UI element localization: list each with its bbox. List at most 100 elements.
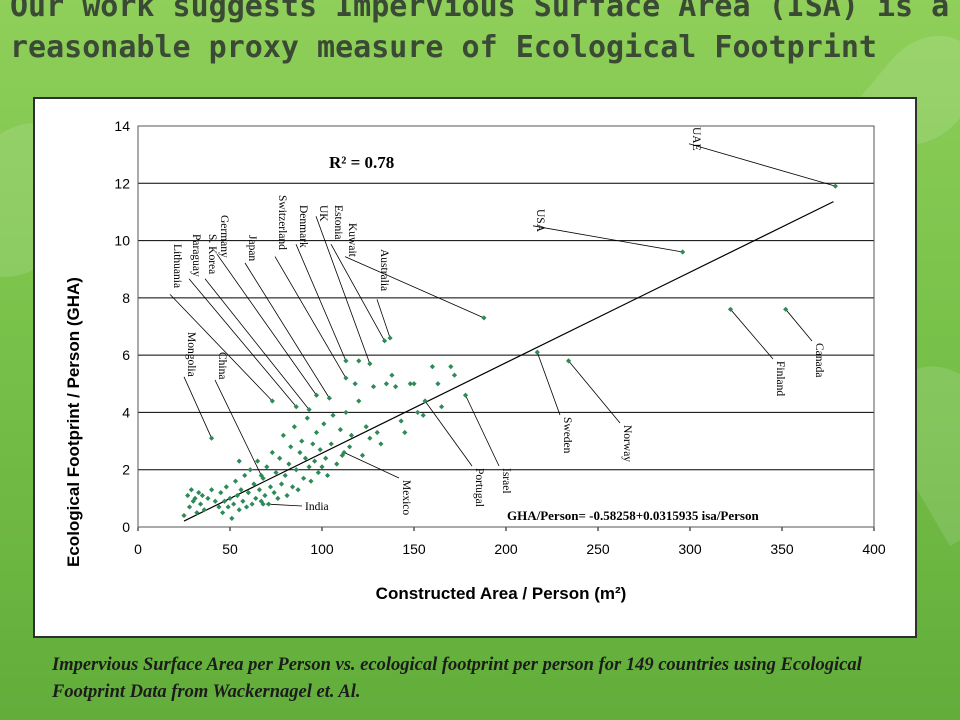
data-point — [197, 501, 204, 507]
data-point — [356, 398, 362, 404]
country-label: Israel — [500, 468, 512, 494]
data-point — [383, 381, 389, 387]
data-point — [218, 490, 224, 496]
data-point — [411, 381, 417, 387]
data-point — [359, 452, 366, 458]
data-point — [232, 478, 239, 484]
data-point — [262, 492, 268, 499]
country-label: Switzerland — [276, 195, 288, 250]
y-tick-label: 6 — [122, 347, 130, 363]
leader-lines — [169, 143, 836, 507]
data-point — [205, 495, 211, 501]
data-point — [185, 492, 191, 499]
data-point — [319, 464, 325, 470]
data-point — [247, 467, 253, 473]
country-label: USA — [534, 209, 546, 233]
data-point — [352, 381, 358, 387]
data-point — [439, 404, 445, 410]
country-label: India — [305, 501, 329, 513]
x-tick-label: 350 — [770, 541, 794, 557]
data-point — [330, 412, 336, 418]
data-point — [343, 409, 349, 416]
data-point — [313, 429, 320, 436]
data-point — [269, 449, 275, 456]
labeled-data-point — [341, 449, 347, 456]
data-point — [238, 487, 244, 493]
x-tick-label: 50 — [222, 541, 238, 557]
labeled-data-point — [462, 392, 469, 398]
leader-line — [204, 278, 310, 410]
country-label: Kuwait — [346, 223, 358, 258]
labeled-data-point — [343, 358, 349, 364]
data-point — [337, 427, 343, 433]
data-point — [264, 464, 270, 470]
data-point — [312, 458, 318, 464]
data-point — [256, 487, 263, 493]
y-tick-label: 12 — [114, 175, 130, 191]
chart-panel: 0 2 4 6 8 10 12 14 0 50 100 150 200 250 300 350 400 UAE U… — [33, 97, 917, 638]
data-point — [324, 472, 331, 479]
data-point — [251, 481, 257, 487]
data-point — [367, 435, 373, 441]
slide-headline: Our work suggests Impervious Surface Are… — [10, 0, 950, 65]
leader-line — [785, 309, 813, 342]
data-point — [308, 478, 314, 484]
data-point — [348, 432, 355, 438]
leader-line — [344, 256, 485, 319]
data-point — [253, 495, 259, 501]
data-point — [321, 421, 327, 427]
regression-line — [183, 201, 834, 522]
data-point — [280, 432, 286, 438]
data-point — [347, 444, 353, 450]
country-label: UK — [317, 205, 329, 222]
data-point — [302, 455, 309, 461]
labeled-data-point — [565, 358, 572, 364]
leader-line — [295, 244, 347, 362]
labeled-data-point — [343, 375, 349, 381]
labeled-data-point — [313, 392, 320, 398]
regression-equation: GHA/Person= -0.58258+0.0315935 isa/Perso… — [507, 508, 759, 523]
data-point — [196, 490, 202, 496]
leader-line — [274, 256, 347, 379]
country-label: Denmark — [297, 205, 309, 248]
data-point — [398, 418, 404, 424]
y-tick-label: 14 — [114, 118, 130, 134]
labeled-data-point — [269, 398, 275, 404]
leader-line — [214, 379, 262, 476]
labeled-data-point — [367, 361, 373, 367]
data-point — [243, 504, 250, 510]
data-point — [192, 495, 198, 501]
data-point — [328, 441, 334, 447]
data-point — [451, 372, 458, 378]
country-label: Lithuania — [171, 244, 183, 288]
country-label: UAE — [690, 127, 702, 151]
data-point — [420, 412, 426, 418]
country-label: Finland — [774, 361, 786, 396]
labeled-data-point — [381, 338, 388, 344]
country-label: Mongolia — [185, 332, 197, 377]
labeled-data-point — [209, 435, 215, 441]
data-point — [209, 487, 215, 493]
data-point — [402, 429, 408, 436]
country-label: Germany — [218, 215, 230, 258]
data-point — [317, 447, 323, 453]
leader-line — [532, 225, 683, 253]
data-point — [234, 492, 240, 499]
labeled-data-point — [422, 398, 428, 404]
labeled-data-point — [387, 335, 393, 341]
data-point — [249, 501, 255, 507]
data-point — [227, 495, 233, 501]
country-label: Portugal — [473, 468, 485, 507]
data-point — [407, 381, 413, 387]
data-point — [288, 444, 294, 450]
data-point — [306, 464, 312, 470]
data-point — [315, 469, 321, 476]
leader-line — [330, 244, 385, 342]
data-point — [275, 495, 281, 501]
data-point — [245, 490, 251, 496]
country-label: Norway — [621, 425, 633, 462]
data-point — [289, 484, 296, 490]
data-point — [448, 364, 454, 370]
figure-caption: Impervious Surface Area per Person vs. e… — [52, 655, 862, 702]
tick-labels: 0 2 4 6 8 10 12 14 0 50 100 150 200 250 300 350 400 — [114, 118, 885, 557]
